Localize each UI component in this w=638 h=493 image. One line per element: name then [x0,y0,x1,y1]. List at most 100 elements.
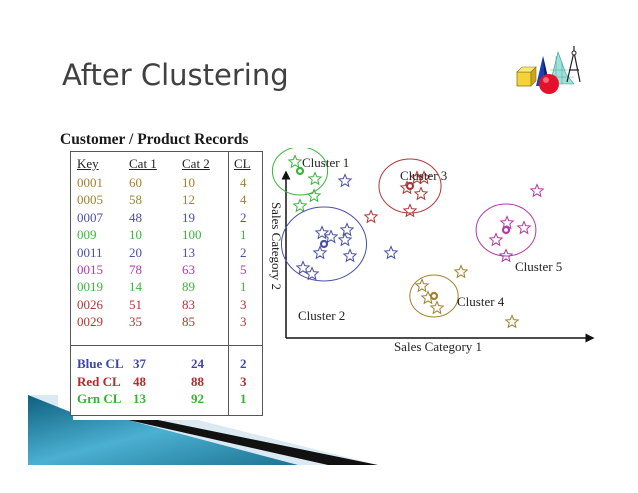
cluster-label: Cluster 1 [302,155,349,170]
header-cat2: Cat 2 [182,156,210,171]
cell-cl: 3 [240,296,247,312]
cell-cl: 3 [240,314,247,330]
data-point-star [413,186,429,201]
table-row: 0029 35 85 3 [71,314,262,330]
data-point-star [337,232,353,247]
data-point-star [342,248,358,263]
table-row: 0011 20 13 2 [71,245,262,261]
cell-cat2: 85 [182,314,195,330]
data-point-star [402,203,418,218]
cell-label: Grn CL [77,391,122,406]
data-point-star [363,209,379,224]
slide-decoration [28,395,378,465]
data-point-star [304,266,320,281]
cell-cl: 2 [240,209,247,225]
cluster-boundary [409,274,459,318]
y-axis-label: Sales Category 2 [269,202,284,290]
geometry-shapes-icon [516,46,581,94]
row-divider [71,345,262,347]
table-row: 0015 78 63 5 [71,262,262,278]
data-point-star [529,183,545,198]
cell-key: 0026 [77,296,103,312]
data-point-star [383,245,399,260]
cell-cl: 2 [240,356,247,371]
cluster-scatter-plot: Sales Category 1 Sales Category 2 Cluste… [269,148,595,354]
cell-cat2: 83 [182,296,195,312]
cell-cl: 1 [240,279,247,295]
slide-title: After Clustering [62,58,289,92]
cluster-label: Cluster 4 [457,294,505,309]
cluster-boundary [271,148,329,196]
column-divider [228,152,230,415]
plot-area: Cluster 1 Cluster 3 Cluster 5 Cluster 4 Clus… [271,148,562,329]
header-key: Key [77,156,99,171]
data-point-star [306,188,322,203]
cell-cl: 2 [240,244,247,260]
cell-key: 0029 [77,314,103,330]
cell-key: 0001 [77,175,103,190]
data-point-star [295,260,311,275]
table-row: 0005 58 12 4 [71,192,262,208]
cluster-boundary [475,203,537,257]
cell-cat1: 48 [129,209,142,225]
cell-label: Blue CL [77,356,124,371]
data-point-star [307,171,323,186]
data-point-star [292,198,308,213]
cluster-centroid [429,291,439,301]
cell-cat1: 48 [133,373,146,389]
header-cl: CL [234,156,251,171]
data-point-star [499,215,515,230]
cell-cat1: 35 [129,314,142,330]
cell-cat2: 19 [182,209,195,225]
cell-cat2: 24 [191,356,204,371]
cell-cat2: 100 [182,227,202,243]
data-point-star [504,314,520,329]
table-row: 0007 48 19 2 [71,210,262,226]
data-point-star [339,222,355,237]
table-header-row: Key Cat 1 Cat 2 CL [71,156,262,172]
records-table: Key Cat 1 Cat 2 CL 0001 60 10 4 0005 58 12 4 000… [70,151,263,416]
cell-cat1: 78 [129,262,142,277]
cell-key: 0007 [77,209,103,225]
table-row: 0019 14 89 1 [71,279,262,295]
data-point-star [414,278,430,293]
cluster-centroid [501,225,511,235]
table-row: 0001 60 10 4 [71,175,262,191]
data-point-star [429,300,445,315]
cell-cat2: 63 [182,262,195,277]
cell-key: 009 [77,227,97,243]
cell-cat1: 60 [129,175,142,190]
customer-product-records: Customer / Product Records Key Cat 1 Cat… [56,131,266,416]
cell-key: 0011 [77,244,103,260]
cell-cat1: 10 [129,227,142,243]
x-axis-label: Sales Category 1 [394,339,482,354]
cluster-label: Cluster 3 [400,168,447,183]
cell-cat2: 88 [191,373,204,389]
data-point-star [312,245,328,260]
data-point-star [416,170,432,185]
cluster-centroid [295,166,305,176]
table-row: 009 10 100 1 [71,227,262,243]
cell-cat1: 14 [129,279,142,295]
data-point-star [516,220,532,235]
cell-key: 0019 [77,279,103,295]
cell-cat1: 51 [129,296,142,312]
cell-cat1: 37 [133,356,146,371]
data-point-star [323,229,339,244]
table-row: 0026 51 83 3 [71,297,262,313]
cluster-label: Cluster 2 [298,308,345,323]
cell-cl: 4 [240,192,247,208]
cell-cat2: 13 [182,244,195,260]
cluster-centroid [319,239,329,249]
cluster-boundary [280,206,368,282]
data-point-star [287,154,303,169]
cell-cl: 3 [240,373,247,389]
cluster-label: Cluster 5 [515,259,562,274]
cell-cl: 5 [240,262,247,277]
cell-key: 0015 [77,262,103,277]
summary-row: Red CL 48 88 3 [71,374,262,390]
cell-cat1: 13 [133,391,146,406]
cell-cl: 4 [240,175,247,190]
cell-cat2: 92 [191,391,204,406]
cell-label: Red CL [77,373,121,389]
